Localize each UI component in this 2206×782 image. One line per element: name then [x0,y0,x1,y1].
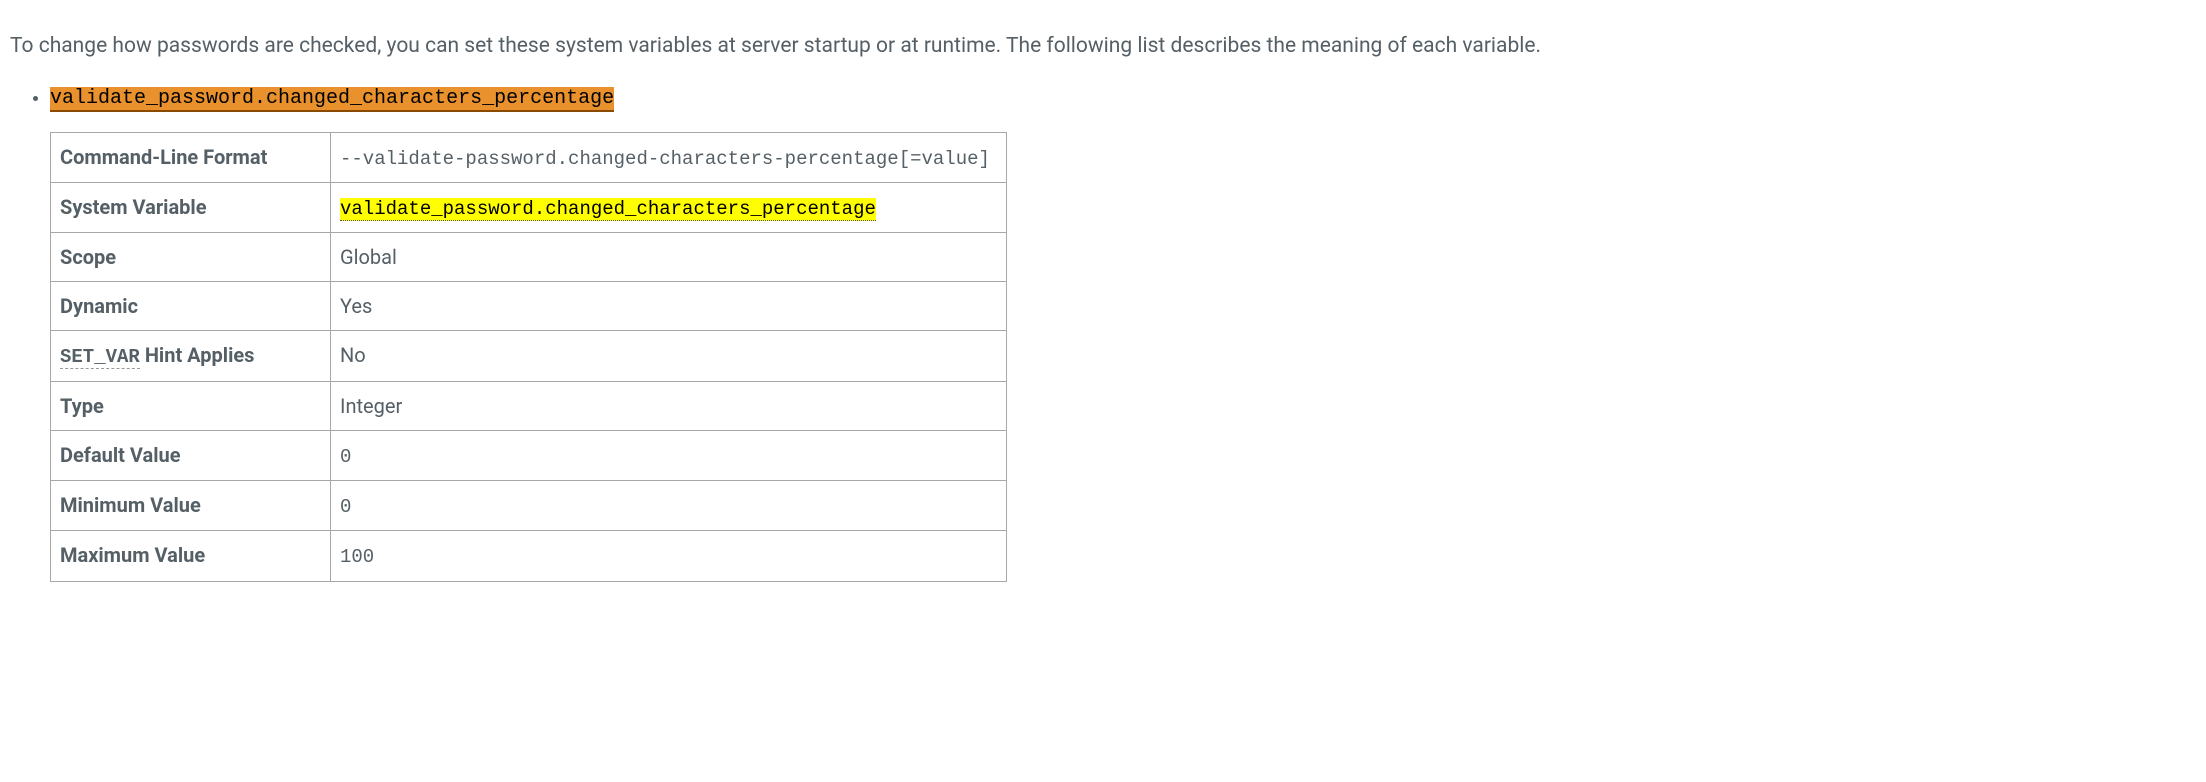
row-value-set-var-hint: No [331,331,1007,381]
variable-name-code: validate_password.changed_characters_per… [50,87,614,112]
row-label-maximum-value: Maximum Value [51,531,331,581]
variable-name-link[interactable]: validate_password.changed_characters_per… [50,88,614,107]
table-row: Type Integer [51,381,1007,430]
minimum-value-code: 0 [340,496,351,518]
row-label-type: Type [51,381,331,430]
cmdline-format-code: --validate-password.changed-characters-p… [340,148,990,170]
set-var-code: SET_VAR [60,346,140,369]
system-variable-link[interactable]: validate_password.changed_characters_per… [340,198,876,221]
row-label-system-variable: System Variable [51,182,331,232]
default-value-code: 0 [340,446,351,468]
variable-list: validate_password.changed_characters_per… [10,87,2196,582]
row-label-default-value: Default Value [51,430,331,480]
row-value-default-value: 0 [331,430,1007,480]
set-var-link[interactable]: SET_VAR [60,343,145,367]
row-label-minimum-value: Minimum Value [51,481,331,531]
table-row: Maximum Value 100 [51,531,1007,581]
table-row: Scope Global [51,233,1007,282]
row-label-dynamic: Dynamic [51,282,331,331]
row-value-minimum-value: 0 [331,481,1007,531]
hint-applies-text: Hint Applies [145,343,255,367]
table-row: System Variable validate_password.change… [51,182,1007,232]
intro-paragraph: To change how passwords are checked, you… [10,31,2196,63]
maximum-value-code: 100 [340,546,374,568]
row-value-dynamic: Yes [331,282,1007,331]
row-value-type: Integer [331,381,1007,430]
table-row: Command-Line Format --validate-password.… [51,132,1007,182]
variable-name-container: validate_password.changed_characters_per… [50,87,614,110]
table-row: Default Value 0 [51,430,1007,480]
row-label-set-var-hint: SET_VAR Hint Applies [51,331,331,381]
row-value-scope: Global [331,233,1007,282]
table-row: Minimum Value 0 [51,481,1007,531]
row-value-system-variable: validate_password.changed_characters_per… [331,182,1007,232]
table-row: SET_VAR Hint Applies No [51,331,1007,381]
variable-properties-table: Command-Line Format --validate-password.… [50,132,1007,582]
row-label-scope: Scope [51,233,331,282]
row-value-maximum-value: 100 [331,531,1007,581]
variable-list-item: validate_password.changed_characters_per… [50,87,2196,582]
table-row: Dynamic Yes [51,282,1007,331]
row-label-cmdline-format: Command-Line Format [51,132,331,182]
row-value-cmdline-format: --validate-password.changed-characters-p… [331,132,1007,182]
